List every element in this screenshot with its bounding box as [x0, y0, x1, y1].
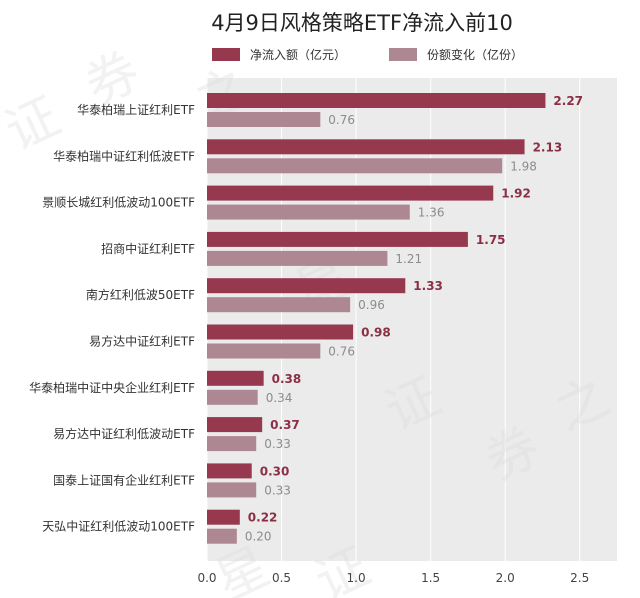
category-label: 国泰上证国有企业红利ETF: [53, 472, 195, 487]
x-tick-label: 1.5: [421, 571, 440, 585]
bar-net-inflow: [207, 509, 240, 525]
x-tick-label: 1.0: [347, 571, 366, 585]
bar-share-change: [207, 389, 258, 405]
value-label-share-change: 0.34: [266, 391, 293, 405]
value-label-share-change: 0.96: [358, 298, 385, 312]
legend: 净流入额（亿元） 份额变化（亿份）: [212, 47, 523, 62]
bar-share-change: [207, 250, 388, 266]
bar-share-change: [207, 528, 237, 544]
category-labels: 华泰柏瑞上证红利ETF 华泰柏瑞中证红利低波ETF 景顺长城红利低波动100ETF 招…: [29, 102, 195, 534]
value-label-share-change: 0.20: [245, 530, 272, 544]
value-label-net-inflow: 1.92: [501, 187, 531, 201]
bar-net-inflow: [207, 231, 468, 247]
x-tick-label: 2.5: [570, 571, 589, 585]
legend-swatch-net-inflow: [212, 48, 240, 61]
value-label-share-change: 0.33: [264, 437, 291, 451]
legend-label-share-change: 份额变化（亿份）: [427, 47, 523, 62]
value-label-net-inflow: 0.37: [270, 418, 300, 432]
bars: [207, 93, 546, 544]
x-axis-ticks: 0.0 0.5 1.0 1.5 2.0 2.5: [197, 571, 589, 585]
value-label-net-inflow: 1.75: [476, 233, 506, 247]
value-label-net-inflow: 2.13: [533, 140, 563, 154]
bar-share-change: [207, 204, 410, 220]
value-label-share-change: 1.21: [395, 252, 422, 266]
x-tick-label: 0.5: [272, 571, 291, 585]
bar-share-change: [207, 297, 351, 313]
value-label-share-change: 0.76: [328, 113, 355, 127]
bar-net-inflow: [207, 93, 546, 108]
bar-net-inflow: [207, 370, 264, 386]
category-label: 易方达中证红利低波动ETF: [53, 426, 195, 441]
value-label-share-change: 0.33: [264, 483, 291, 497]
bar-share-change: [207, 436, 257, 452]
bar-share-change: [207, 112, 321, 127]
bar-net-inflow: [207, 417, 263, 433]
bar-share-change: [207, 158, 503, 174]
bar-share-change: [207, 482, 257, 498]
value-label-net-inflow: 0.98: [361, 326, 391, 340]
value-label-net-inflow: 0.30: [260, 464, 290, 478]
x-tick-label: 2.0: [496, 571, 515, 585]
value-label-net-inflow: 2.27: [553, 94, 583, 108]
category-label: 华泰柏瑞上证红利ETF: [77, 102, 195, 117]
value-label-net-inflow: 0.38: [272, 372, 302, 386]
x-tick-label: 0.0: [197, 571, 216, 585]
value-labels: 2.27 0.76 2.13 1.98 1.92 1.36 1.75 1.21 1.33 0.96…: [245, 94, 583, 544]
bar-net-inflow: [207, 463, 252, 479]
bar-net-inflow: [207, 185, 494, 201]
category-label: 华泰柏瑞中证红利低波ETF: [53, 148, 195, 163]
category-label: 天弘中证红利低波动100ETF: [42, 519, 195, 534]
legend-label-net-inflow: 净流入额（亿元）: [250, 47, 346, 62]
value-label-net-inflow: 0.22: [248, 511, 278, 525]
value-label-net-inflow: 1.33: [413, 279, 443, 293]
value-label-share-change: 0.76: [328, 345, 355, 359]
bar-share-change: [207, 343, 321, 359]
value-label-share-change: 1.36: [418, 206, 445, 220]
chart-title: 4月9日风格策略ETF净流入前10: [211, 11, 513, 35]
legend-swatch-share-change: [389, 48, 417, 61]
bar-net-inflow: [207, 278, 406, 294]
bar-net-inflow: [207, 139, 525, 155]
value-label-share-change: 1.98: [510, 159, 537, 173]
category-label: 易方达中证红利ETF: [89, 334, 195, 349]
category-label: 华泰柏瑞中证中央企业红利ETF: [29, 380, 195, 395]
category-label: 南方红利低波50ETF: [86, 287, 195, 302]
category-label: 招商中证红利ETF: [101, 241, 195, 256]
category-label: 景顺长城红利低波动100ETF: [42, 195, 195, 210]
bar-net-inflow: [207, 324, 354, 340]
